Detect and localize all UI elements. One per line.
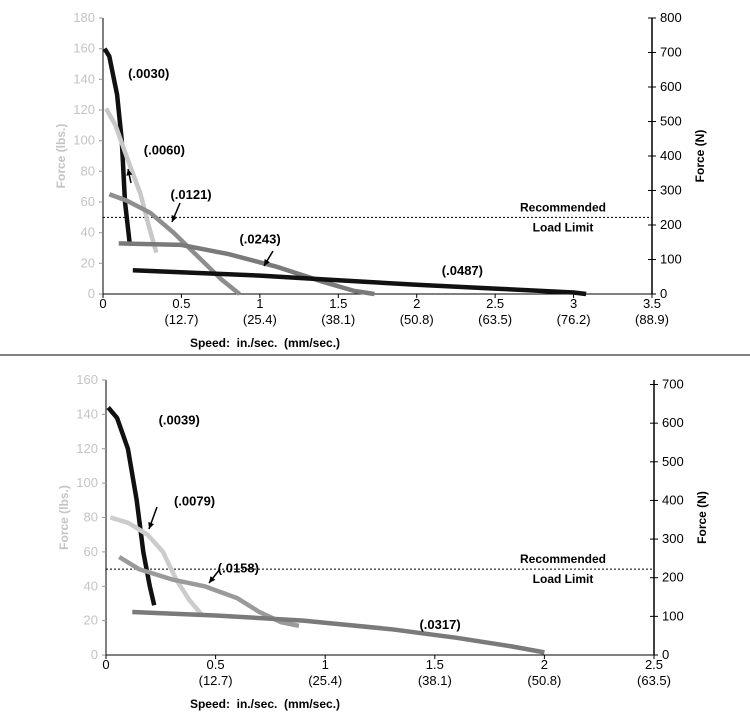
y-right-tick-label: 700 [660,45,682,60]
y-right-tick-label: 0 [662,647,669,662]
y-right-tick-label: 800 [660,10,682,25]
arrow-head-icon [264,259,270,266]
series-line [106,406,157,606]
x-tick-sublabel: (50.8) [400,312,434,327]
y-left-tick-label: 100 [73,133,95,148]
x-tick-sublabel: (50.8) [527,673,561,688]
x-tick-sublabel: (12.7) [199,673,233,688]
y-left-axis-title: Force (lbs.) [57,485,71,550]
y-left-tick-label: 100 [76,475,98,490]
x-tick-sublabel: (76.2) [557,312,591,327]
series-line [109,515,205,617]
y-right-tick-label: 400 [662,492,684,507]
x-tick-label: 1 [322,657,329,672]
curve-label: (.0243) [239,231,280,246]
curve-label: (.0079) [174,493,215,508]
y-left-tick-label: 140 [76,406,98,421]
chart-2: 0204060801001201401600100200300400500600… [57,372,709,711]
x-tick-sublabel: (38.1) [418,673,452,688]
y-left-tick-label: 120 [76,441,98,456]
y-right-tick-label: 300 [660,183,682,198]
x-tick-sublabel: (88.9) [635,312,669,327]
curve-label: (.0030) [128,66,169,81]
load-limit-label-line2: Load Limit [533,220,594,234]
y-right-tick-label: 100 [662,608,684,623]
y-right-tick-label: 400 [660,148,682,163]
x-tick-label: 2 [413,296,420,311]
x-tick-label: 1.5 [426,657,444,672]
load-limit-label-line1: Recommended [520,552,606,566]
y-right-tick-label: 500 [662,454,684,469]
series-line [102,47,132,244]
x-tick-sublabel: (25.4) [243,312,277,327]
x-tick-label: 0 [99,296,106,311]
y-left-tick-label: 120 [73,102,95,117]
x-tick-label: 0 [102,657,109,672]
y-left-axis-title: Force (lbs.) [54,124,68,189]
series-line [132,267,587,297]
x-tick-label: 2.5 [486,296,504,311]
y-right-axis-title: Force (N) [695,491,709,544]
y-left-tick-label: 180 [73,10,95,25]
x-tick-label: 3.5 [643,296,661,311]
y-right-tick-label: 200 [662,570,684,585]
x-tick-label: 0.5 [172,296,190,311]
x-tick-label: 2.5 [645,657,663,672]
chart-1: 0204060801001201401601800100200300400500… [54,10,707,350]
y-left-tick-label: 60 [84,544,98,559]
series-line [118,241,375,297]
y-right-tick-label: 500 [660,114,682,129]
y-left-tick-label: 140 [73,71,95,86]
y-left-tick-label: 40 [81,225,95,240]
x-axis-title: Speed: in./sec. (mm/sec.) [190,336,340,350]
curve-label: (.0158) [218,561,259,576]
x-tick-label: 2 [541,657,548,672]
y-right-tick-label: 0 [660,286,667,301]
y-left-tick-label: 0 [88,286,95,301]
x-tick-sublabel: (63.5) [637,673,671,688]
x-tick-sublabel: (63.5) [478,312,512,327]
x-tick-sublabel: (12.7) [164,312,198,327]
y-left-tick-label: 160 [76,372,98,387]
y-left-tick-label: 20 [84,613,98,628]
arrow-head-icon [209,576,216,583]
y-left-tick-label: 40 [84,578,98,593]
y-right-axis-title: Force (N) [693,130,707,183]
series-line [104,107,159,254]
series-line [132,609,545,655]
load-limit-label-line2: Load Limit [533,572,594,586]
x-tick-sublabel: (25.4) [308,673,342,688]
y-left-tick-label: 60 [81,194,95,209]
curve-label: (.0317) [419,617,460,632]
curve-label: (.0487) [442,263,483,278]
series-line [108,192,241,296]
curve-label: (.0121) [170,187,211,202]
y-left-tick-label: 80 [81,163,95,178]
x-tick-label: 0.5 [207,657,225,672]
arrow-head-icon [126,169,133,176]
x-tick-label: 1.5 [329,296,347,311]
curve-label: (.0060) [144,142,185,157]
y-right-tick-label: 700 [662,377,684,392]
y-right-tick-label: 600 [662,415,684,430]
y-right-tick-label: 100 [660,252,682,267]
load-limit-label-line1: Recommended [520,200,606,214]
y-right-tick-label: 600 [660,79,682,94]
x-tick-sublabel: (38.1) [321,312,355,327]
y-left-tick-label: 0 [91,647,98,662]
arrow-head-icon [171,215,178,222]
x-tick-label: 1 [256,296,263,311]
curve-label: (.0039) [159,413,200,428]
x-tick-label: 3 [570,296,577,311]
y-left-tick-label: 160 [73,41,95,56]
y-right-tick-label: 300 [662,531,684,546]
y-left-tick-label: 80 [84,510,98,525]
x-axis-title: Speed: in./sec. (mm/sec.) [190,697,340,711]
y-left-tick-label: 20 [81,255,95,270]
y-right-tick-label: 200 [660,217,682,232]
arrow-head-icon [148,522,155,529]
